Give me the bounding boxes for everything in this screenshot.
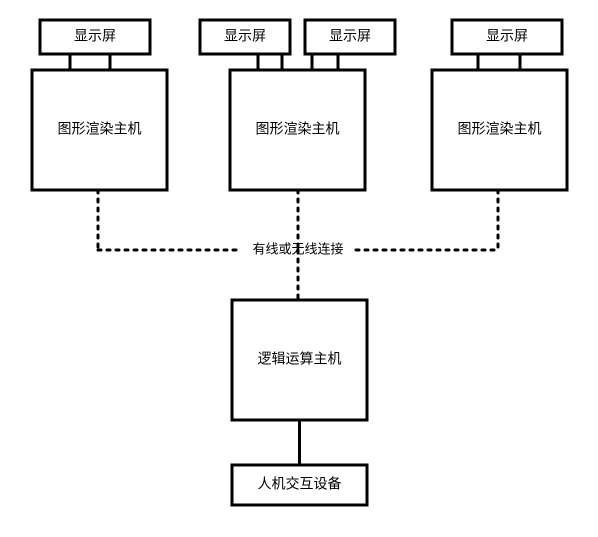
render3-label: 图形渲染主机 <box>458 121 542 137</box>
system-architecture-diagram: 显示屏显示屏显示屏显示屏图形渲染主机图形渲染主机图形渲染主机逻辑运算主机人机交互… <box>0 0 598 537</box>
display2-label: 显示屏 <box>224 28 266 44</box>
render2-label: 图形渲染主机 <box>256 121 340 137</box>
display4-label: 显示屏 <box>486 28 528 44</box>
logic-label: 逻辑运算主机 <box>258 351 342 367</box>
display1-label: 显示屏 <box>74 28 116 44</box>
bus-label: 有线或无线连接 <box>252 241 343 256</box>
display3-label: 显示屏 <box>329 28 371 44</box>
render1-label: 图形渲染主机 <box>58 121 142 137</box>
hci-label: 人机交互设备 <box>258 476 342 492</box>
